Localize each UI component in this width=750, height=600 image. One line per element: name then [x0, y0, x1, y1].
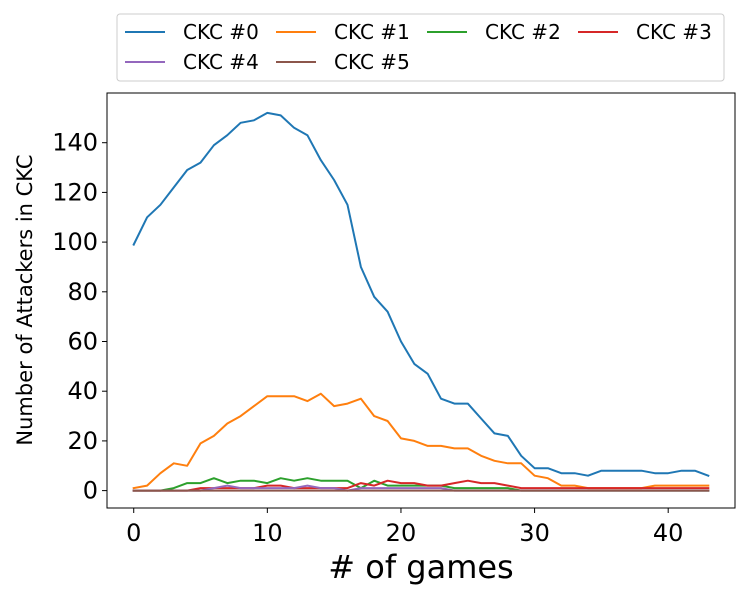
y-tick-label: 0 [83, 477, 98, 505]
x-tick-label: 10 [252, 519, 283, 547]
series-layer [132, 111, 710, 492]
x-tick-label: 20 [386, 519, 417, 547]
y-tick-label: 120 [52, 178, 98, 206]
legend-item-ckc-3: CKC #3 [578, 20, 712, 44]
y-tick-label: 100 [52, 228, 98, 256]
y-tick-label: 40 [67, 377, 98, 405]
y-tick-label: 20 [67, 427, 98, 455]
series-line-ckc-3 [132, 479, 710, 492]
legend-label: CKC #4 [183, 50, 259, 74]
legend-item-ckc-5: CKC #5 [276, 50, 410, 74]
legend-item-ckc-0: CKC #0 [125, 20, 259, 44]
y-axis: 0 20 40 60 80 100 120 140 [52, 129, 107, 505]
legend-label: CKC #5 [334, 50, 410, 74]
series-line-ckc-0 [132, 111, 710, 477]
legend-label: CKC #0 [183, 20, 259, 44]
legend-label: CKC #1 [334, 20, 410, 44]
y-tick-label: 60 [67, 328, 98, 356]
y-tick-label: 80 [67, 278, 98, 306]
legend-item-ckc-4: CKC #4 [125, 50, 259, 74]
x-tick-label: 30 [519, 519, 550, 547]
x-axis-title: # of games [328, 548, 513, 586]
y-axis-title: Number of Attackers in CKC [13, 154, 37, 445]
x-tick-label: 0 [126, 519, 141, 547]
legend-item-ckc-1: CKC #1 [276, 20, 410, 44]
plot-area [106, 92, 736, 509]
legend: CKC #0 CKC #1 CKC #2 CKC #3 CKC #4 CKC #5 [116, 13, 725, 82]
legend-box [116, 13, 725, 82]
legend-label: CKC #2 [485, 20, 561, 44]
legend-label: CKC #3 [636, 20, 712, 44]
series-line-ckc-1 [132, 392, 710, 490]
x-tick-label: 40 [653, 519, 684, 547]
x-axis: 0 10 20 30 40 [126, 508, 683, 547]
legend-item-ckc-2: CKC #2 [427, 20, 561, 44]
y-tick-label: 140 [52, 129, 98, 157]
